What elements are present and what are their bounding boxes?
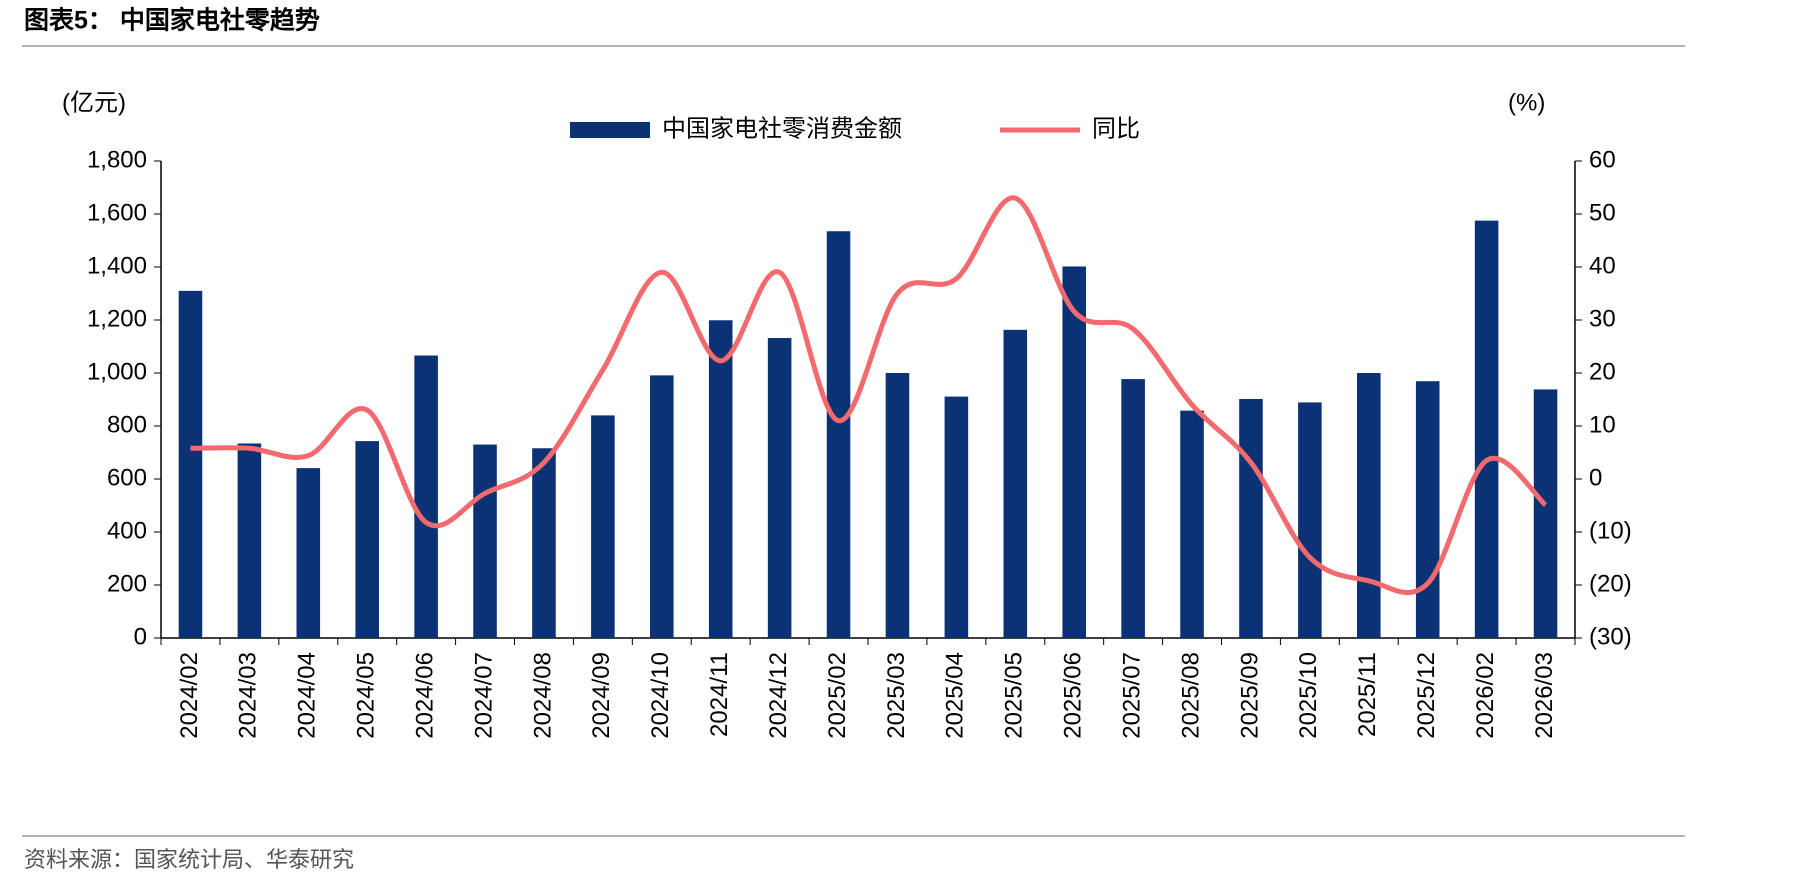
bar — [650, 375, 674, 638]
bar — [532, 448, 556, 638]
bar — [1298, 402, 1322, 638]
bar — [414, 355, 438, 638]
bar — [1239, 398, 1263, 638]
chart-title: 图表5： 中国家电社零趋势 — [24, 6, 320, 35]
bar — [1180, 410, 1204, 638]
x-tick-label: 2025/08 — [1177, 652, 1204, 739]
bar — [1474, 220, 1499, 638]
x-tick-label: 2025/09 — [1236, 652, 1263, 739]
bar — [355, 441, 379, 638]
y-tick-label: 400 — [107, 517, 147, 544]
y-tick-label: 800 — [107, 411, 147, 438]
x-tick-label: 2026/03 — [1531, 652, 1558, 739]
y-tick-label: 1,600 — [87, 199, 147, 226]
x-tick-label: 2024/12 — [765, 652, 792, 739]
y-tick-label: 600 — [107, 464, 147, 491]
bar — [1121, 379, 1145, 638]
y2-tick-label: 50 — [1589, 199, 1616, 226]
bar — [885, 373, 910, 638]
x-tick-label: 2025/04 — [942, 652, 969, 739]
y-tick-label: 1,200 — [87, 305, 147, 332]
legend-label: 同比 — [1092, 115, 1140, 142]
x-tick-label: 2026/02 — [1472, 652, 1499, 739]
bar — [1415, 381, 1440, 638]
bar — [708, 320, 733, 638]
x-tick-label: 2025/10 — [1295, 652, 1322, 739]
x-tick-label: 2025/05 — [1001, 652, 1028, 739]
bar — [1533, 389, 1558, 638]
x-tick-label: 2024/09 — [588, 652, 615, 739]
x-tick-label: 2024/05 — [353, 652, 380, 739]
x-tick-label: 2025/11 — [1354, 652, 1381, 737]
bar — [591, 415, 615, 638]
bar — [296, 468, 321, 638]
bar — [1062, 266, 1086, 638]
bar — [237, 443, 262, 638]
y-tick-label: 0 — [134, 623, 147, 650]
line — [190, 195, 1548, 596]
bar — [944, 396, 969, 638]
y2-tick-label: 40 — [1589, 252, 1616, 279]
legend-swatch — [570, 122, 650, 138]
bar — [826, 231, 851, 638]
x-tick-label: 2025/03 — [883, 652, 910, 739]
bar — [1357, 373, 1381, 638]
y-tick-label: 200 — [107, 570, 147, 597]
x-tick-label: 2024/03 — [235, 652, 262, 739]
bar — [178, 290, 203, 638]
bar — [767, 338, 792, 638]
y2-tick-label: 30 — [1589, 305, 1616, 332]
x-tick-label: 2024/06 — [411, 652, 438, 739]
x-tick-label: 2024/04 — [294, 652, 321, 739]
y2-tick-label: 0 — [1589, 464, 1602, 491]
source: 资料来源：国家统计局、华泰研究 — [24, 847, 354, 872]
y2-tick-label: (30) — [1589, 623, 1632, 650]
y-axis-label: (亿元) — [62, 89, 126, 116]
y-tick-label: 1,000 — [87, 358, 147, 385]
y2-tick-label: 10 — [1589, 411, 1616, 438]
y-tick-label: 1,800 — [87, 146, 147, 173]
x-tick-label: 2024/10 — [647, 652, 674, 739]
x-tick-label: 2024/02 — [176, 652, 203, 739]
y2-tick-label: (10) — [1589, 517, 1632, 544]
y2-tick-label: 60 — [1589, 146, 1616, 173]
x-tick-label: 2025/12 — [1413, 652, 1440, 739]
y2-tick-label: 20 — [1589, 358, 1616, 385]
x-tick-label: 2025/02 — [824, 652, 851, 739]
x-tick-label: 2024/11 — [706, 652, 733, 737]
bar — [473, 444, 497, 638]
y2-axis-label: (%) — [1508, 89, 1545, 116]
x-tick-label: 2024/07 — [470, 652, 497, 739]
x-tick-label: 2024/08 — [529, 652, 556, 739]
legend-label: 中国家电社零消费金额 — [662, 115, 902, 142]
x-tick-label: 2025/07 — [1118, 652, 1145, 739]
bar — [1003, 329, 1028, 638]
x-tick-label: 2025/06 — [1060, 652, 1087, 739]
y2-tick-label: (20) — [1589, 570, 1632, 597]
y-tick-label: 1,400 — [87, 252, 147, 279]
